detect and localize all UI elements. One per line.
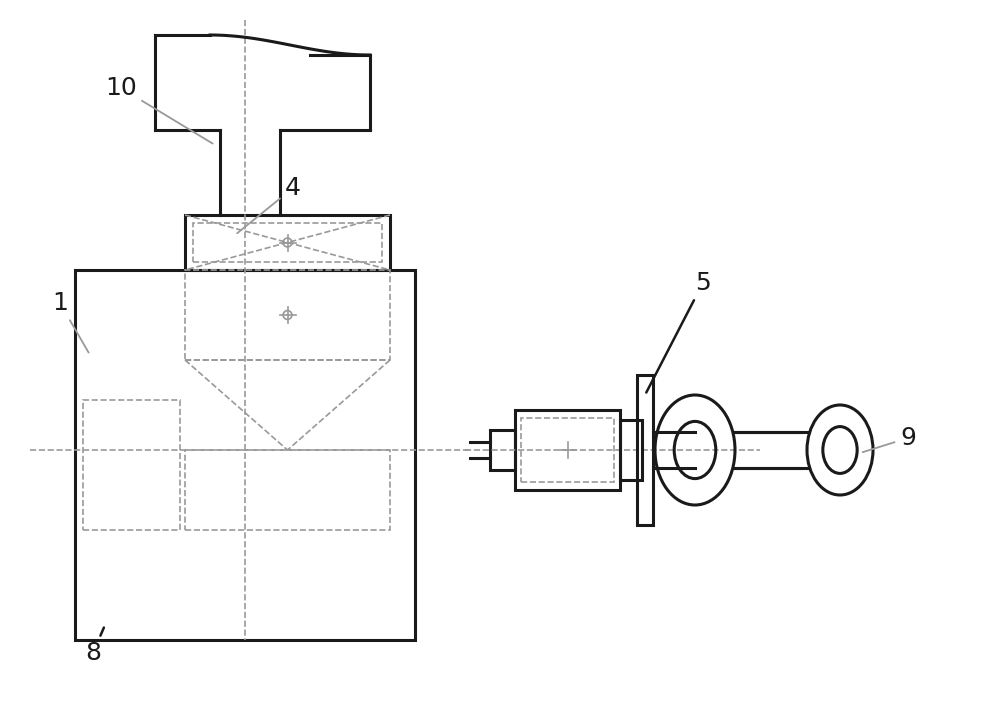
Bar xyxy=(490,430,515,470)
Bar xyxy=(637,375,653,525)
Bar xyxy=(75,270,415,640)
Text: 5: 5 xyxy=(646,271,711,393)
Text: 1: 1 xyxy=(52,291,89,353)
Text: 4: 4 xyxy=(237,176,301,233)
Bar xyxy=(83,400,180,530)
Bar xyxy=(620,420,642,480)
Bar xyxy=(185,270,390,360)
Bar xyxy=(193,223,382,262)
Text: 8: 8 xyxy=(85,628,104,665)
Bar xyxy=(515,410,620,490)
Bar xyxy=(185,215,390,270)
Bar xyxy=(521,418,614,482)
Bar xyxy=(185,450,390,530)
Text: 10: 10 xyxy=(105,76,213,144)
Text: 9: 9 xyxy=(863,426,916,452)
